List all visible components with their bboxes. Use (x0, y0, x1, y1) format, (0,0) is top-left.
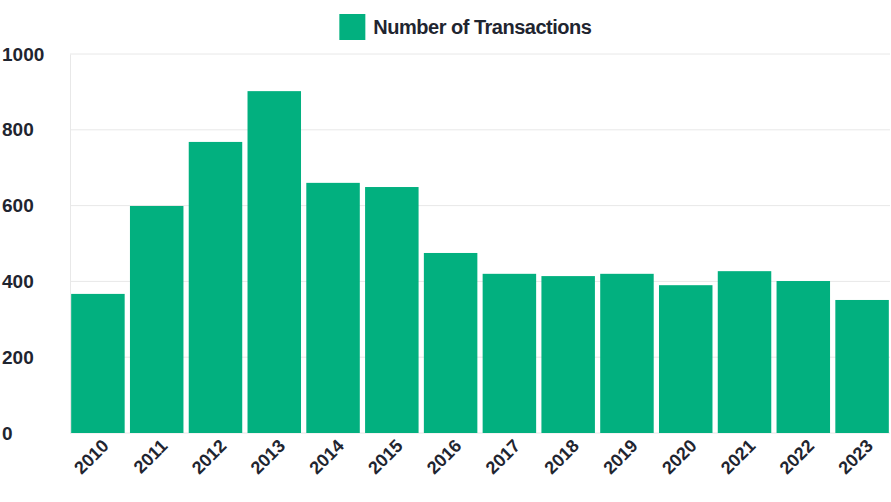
chart: 0200400600800100020102011201220132014201… (0, 0, 891, 502)
y-tick-label: 200 (2, 347, 34, 368)
bar (365, 187, 418, 433)
y-tick-label: 400 (2, 271, 34, 292)
x-tick: 2016 (423, 433, 465, 478)
y-tick: 800 (2, 119, 70, 140)
bar (659, 285, 712, 433)
grid (70, 54, 890, 433)
grid-line (70, 54, 890, 55)
y-tick: 0 (2, 423, 70, 444)
x-tick: 2011 (130, 433, 172, 477)
y-tick: 400 (2, 271, 70, 292)
x-tick-label: 2021 (717, 436, 759, 478)
x-tick-label: 2010 (70, 436, 112, 478)
x-tick-label: 2011 (130, 436, 172, 478)
grid-line (70, 129, 890, 130)
bar (306, 183, 359, 433)
legend-item: Number of Transactions (339, 14, 591, 40)
x-tick-label: 2023 (834, 436, 876, 478)
bar (541, 276, 594, 433)
y-axis-line (70, 55, 71, 434)
y-tick-label: 800 (2, 119, 34, 140)
legend-label: Number of Transactions (373, 16, 591, 38)
x-tick-label: 2015 (364, 436, 406, 478)
x-tick: 2019 (599, 433, 641, 478)
bar (777, 281, 830, 433)
x-tick-label: 2014 (305, 436, 347, 478)
bar (718, 271, 771, 433)
x-tick: 2017 (482, 433, 524, 478)
plot-area: 0200400600800100020102011201220132014201… (2, 44, 891, 479)
y-tick-label: 1000 (2, 44, 44, 65)
bar (835, 300, 888, 433)
bar (248, 91, 301, 433)
x-axis: 2010 2011 2012 2013 2014 2015 2016 2017 2018 2019… (70, 433, 890, 478)
bar (483, 274, 536, 433)
y-tick: 200 (2, 347, 70, 368)
legend-swatch (339, 14, 365, 40)
x-tick: 2014 (305, 433, 347, 478)
bar (130, 206, 183, 433)
x-tick: 2022 (776, 433, 818, 478)
y-tick-label: 0 (2, 423, 13, 444)
x-tick: 2021 (717, 433, 759, 478)
x-tick-label: 2016 (423, 436, 465, 478)
bar (71, 294, 124, 433)
bar (600, 274, 653, 433)
y-tick: 600 (2, 195, 70, 216)
x-tick-label: 2020 (658, 436, 700, 478)
y-axis: 0 200 400 600 800 1000 (2, 44, 71, 444)
x-tick: 2012 (188, 433, 230, 478)
bars (71, 91, 889, 433)
x-tick-label: 2018 (541, 436, 583, 478)
y-tick-label: 600 (2, 195, 34, 216)
y-tick: 1000 (2, 44, 70, 65)
x-tick-label: 2017 (482, 436, 524, 478)
x-tick: 2023 (834, 433, 876, 478)
x-tick: 2020 (658, 433, 700, 478)
x-tick: 2013 (247, 433, 289, 478)
x-axis-line (71, 433, 891, 434)
x-tick: 2018 (541, 433, 583, 478)
bar (189, 142, 242, 433)
x-tick-label: 2019 (599, 436, 641, 478)
x-tick: 2015 (364, 433, 406, 478)
bar (424, 253, 477, 433)
x-tick-label: 2013 (247, 436, 289, 478)
x-tick-label: 2012 (188, 436, 230, 478)
x-tick: 2010 (70, 433, 112, 478)
x-tick-label: 2022 (776, 436, 818, 478)
legend: Number of Transactions (339, 14, 591, 40)
